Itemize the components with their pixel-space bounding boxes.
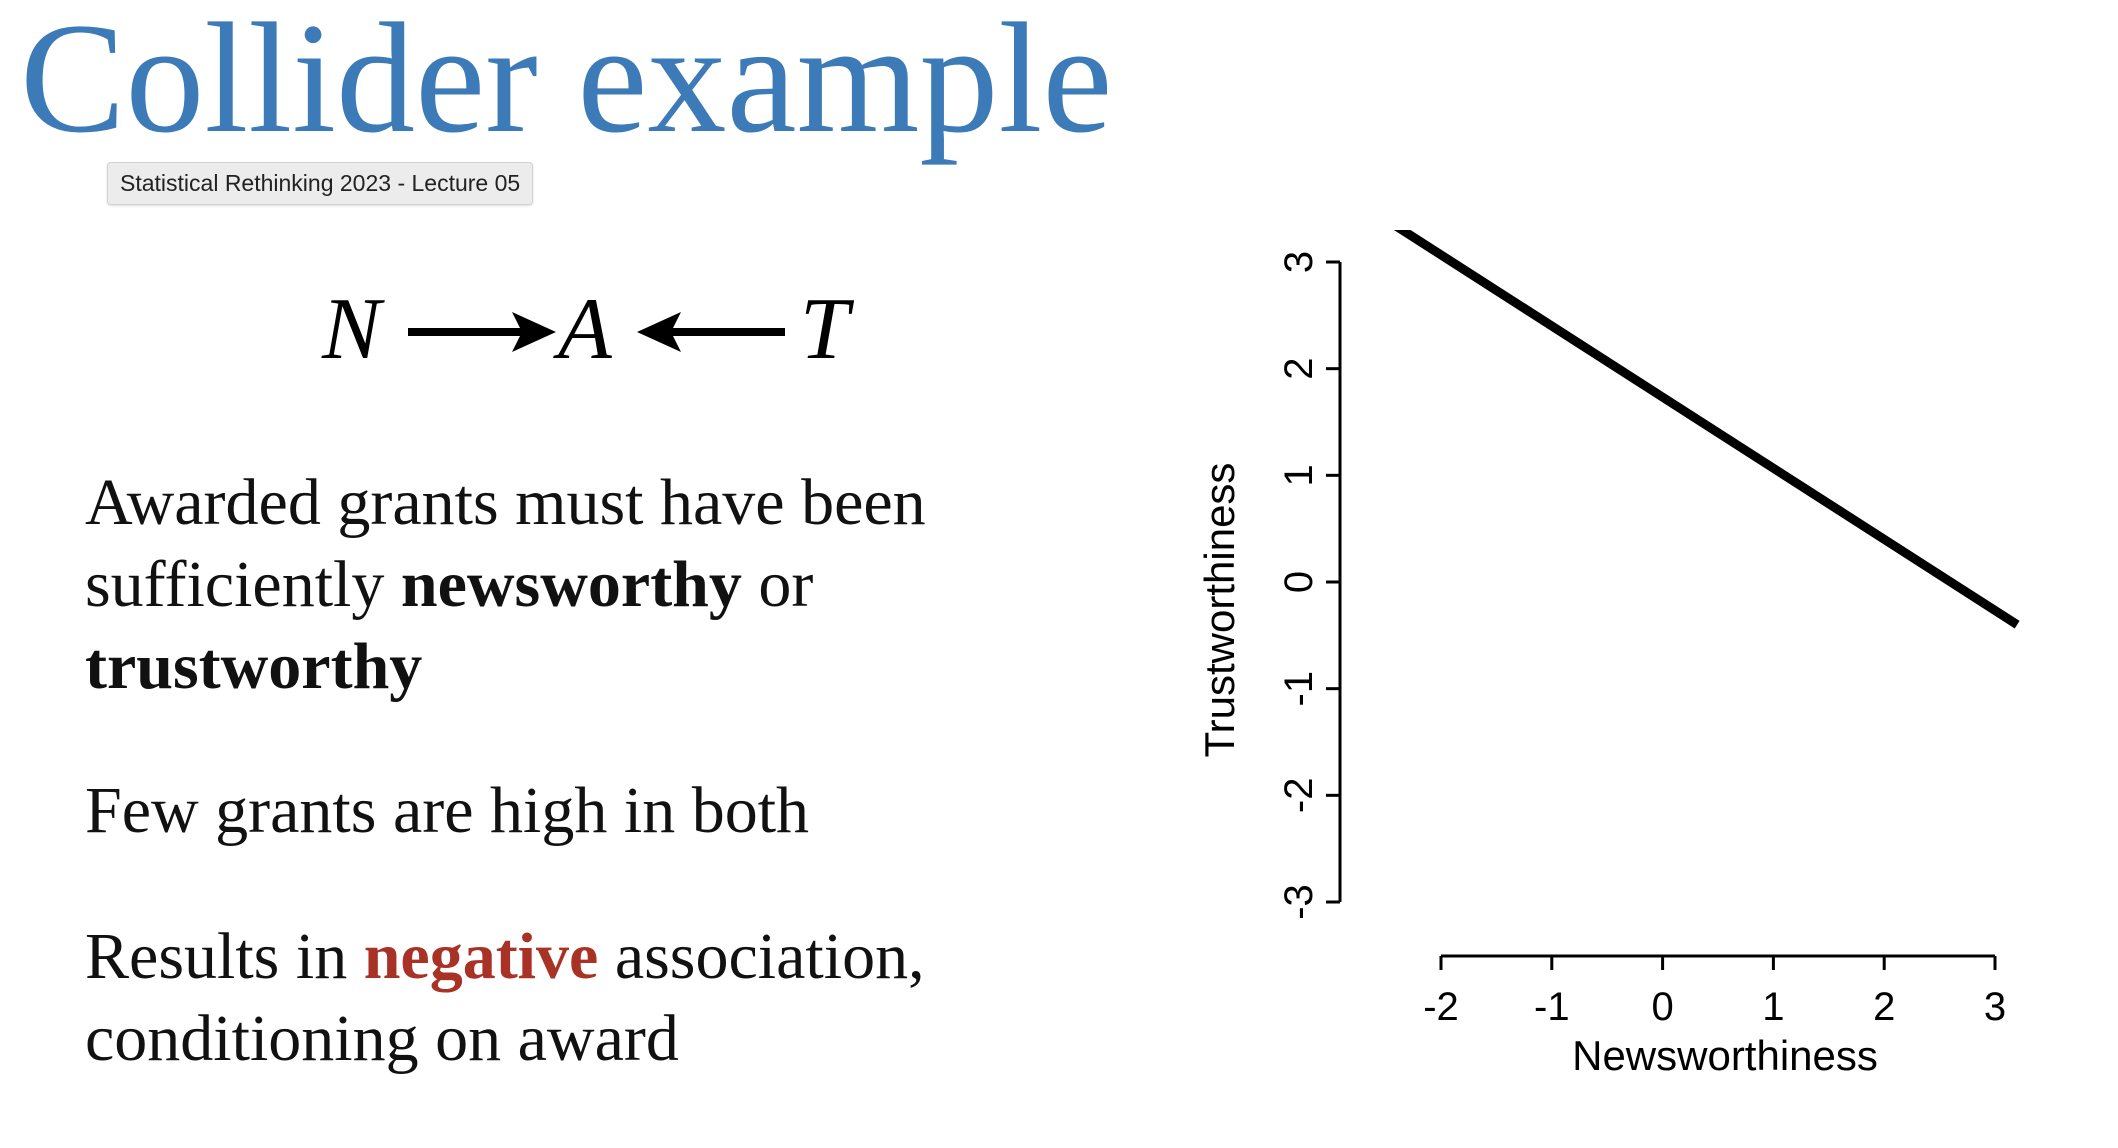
lecture-tag: Statistical Rethinking 2023 - Lecture 05 bbox=[107, 162, 534, 205]
chart: -3 -2 -1 0 1 2 3 -2 -1 0 1 2 3 Trustworthiness News… bbox=[1196, 230, 2020, 1079]
para3-text: Results in bbox=[85, 920, 364, 993]
para1-bold-trustworthy: trustworthy bbox=[85, 630, 423, 703]
series-line bbox=[1393, 230, 2020, 629]
arrow-right-icon bbox=[408, 312, 556, 352]
paragraph-awarded: Awarded grants must have been sufficient… bbox=[85, 462, 1135, 708]
y-tick-label: -3 bbox=[1277, 884, 1321, 920]
y-tick-label: -2 bbox=[1277, 778, 1321, 814]
page-title: Collider example bbox=[20, 0, 1113, 166]
y-tick-label: 2 bbox=[1277, 358, 1321, 380]
dag-node-a: A bbox=[558, 281, 612, 378]
series-group bbox=[1393, 230, 2020, 629]
x-tick-label: -2 bbox=[1423, 985, 1459, 1029]
paragraph-results: Results in negative association, conditi… bbox=[85, 916, 1135, 1080]
y-tick-label: 3 bbox=[1277, 251, 1321, 273]
x-axis-label: Newsworthiness bbox=[1572, 1032, 1878, 1079]
y-tick-label: 1 bbox=[1277, 464, 1321, 486]
dag-diagram: N A T bbox=[310, 270, 870, 390]
x-tick-label: 0 bbox=[1651, 985, 1673, 1029]
para1-text: Awarded grants must have been sufficient… bbox=[85, 466, 926, 621]
x-tick-label: -1 bbox=[1534, 985, 1570, 1029]
para3-text-association: association, conditioning on award bbox=[85, 920, 925, 1075]
y-axis: -3 -2 -1 0 1 2 3 bbox=[1277, 251, 1342, 920]
para1-text-or: or bbox=[741, 548, 814, 621]
para3-negative: negative bbox=[363, 920, 599, 993]
y-tick-label: -1 bbox=[1277, 671, 1321, 707]
x-tick-label: 3 bbox=[1984, 985, 2006, 1029]
dag-node-n: N bbox=[322, 281, 381, 378]
paragraph-few-grants: Few grants are high in both bbox=[85, 774, 810, 847]
para1-bold-newsworthy: newsworthy bbox=[400, 548, 742, 621]
arrow-left-icon bbox=[637, 312, 785, 352]
y-tick-label: 0 bbox=[1277, 571, 1321, 593]
x-tick-label: 2 bbox=[1873, 985, 1895, 1029]
x-tick-label: 1 bbox=[1762, 985, 1784, 1029]
y-axis-label: Trustworthiness bbox=[1196, 463, 1243, 758]
x-axis: -2 -1 0 1 2 3 bbox=[1423, 954, 2006, 1029]
dag-node-t: T bbox=[800, 281, 849, 378]
